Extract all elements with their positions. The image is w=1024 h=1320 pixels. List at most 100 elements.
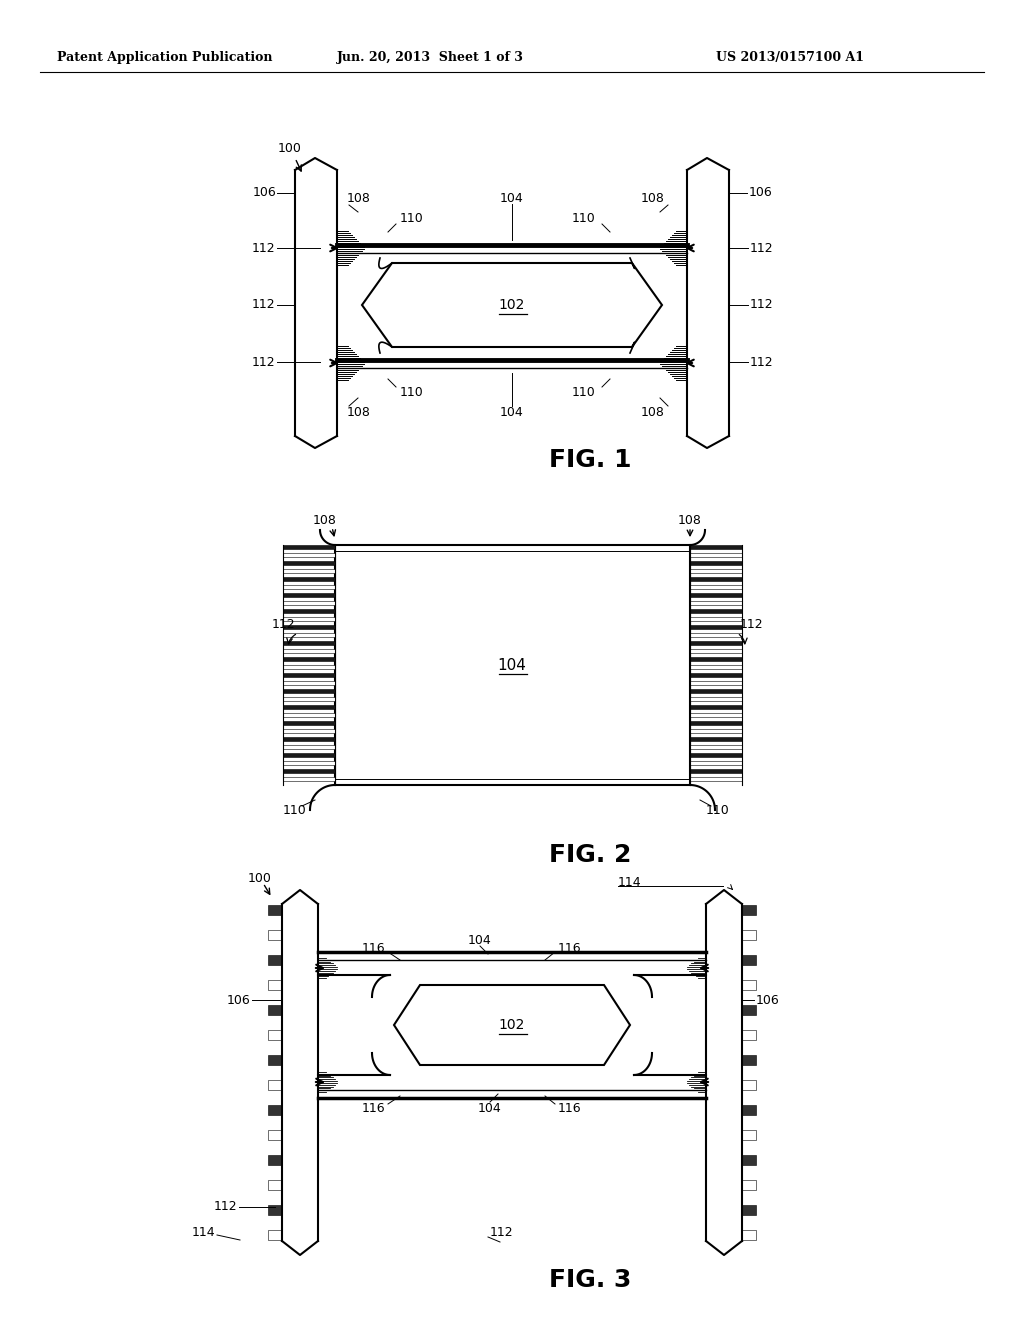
Polygon shape (283, 561, 335, 565)
Polygon shape (283, 673, 335, 677)
Polygon shape (742, 906, 756, 915)
Polygon shape (690, 777, 742, 781)
Polygon shape (283, 752, 335, 756)
Polygon shape (690, 593, 742, 597)
Text: 108: 108 (347, 407, 371, 420)
Polygon shape (268, 1030, 282, 1040)
Polygon shape (283, 577, 335, 581)
Text: 100: 100 (278, 141, 302, 154)
Polygon shape (268, 931, 282, 940)
Text: 112: 112 (251, 355, 275, 368)
Text: 114: 114 (618, 875, 642, 888)
Polygon shape (283, 545, 335, 549)
Polygon shape (268, 1155, 282, 1166)
Polygon shape (283, 601, 335, 605)
Polygon shape (690, 762, 742, 766)
Polygon shape (268, 1055, 282, 1065)
Polygon shape (283, 689, 335, 693)
Polygon shape (283, 616, 335, 620)
Polygon shape (690, 713, 742, 717)
Text: 106: 106 (749, 186, 773, 199)
Polygon shape (283, 593, 335, 597)
Text: 104: 104 (500, 191, 524, 205)
Polygon shape (742, 954, 756, 965)
Polygon shape (283, 744, 335, 748)
Polygon shape (742, 1155, 756, 1166)
Polygon shape (690, 601, 742, 605)
Polygon shape (283, 642, 335, 645)
Polygon shape (690, 697, 742, 701)
Polygon shape (742, 1030, 756, 1040)
Text: 112: 112 (271, 619, 295, 631)
Text: US 2013/0157100 A1: US 2013/0157100 A1 (716, 51, 864, 65)
Polygon shape (690, 744, 742, 748)
Polygon shape (283, 762, 335, 766)
Polygon shape (690, 553, 742, 557)
Polygon shape (742, 1180, 756, 1191)
Polygon shape (690, 545, 742, 549)
Polygon shape (690, 616, 742, 620)
Polygon shape (268, 1105, 282, 1115)
Text: 108: 108 (641, 191, 665, 205)
Polygon shape (283, 681, 335, 685)
Text: 106: 106 (252, 186, 276, 199)
Polygon shape (283, 634, 335, 638)
Text: FIG. 2: FIG. 2 (549, 843, 631, 867)
Text: 108: 108 (313, 513, 337, 527)
Text: 112: 112 (740, 619, 764, 631)
Text: 110: 110 (400, 387, 424, 400)
Text: FIG. 3: FIG. 3 (549, 1269, 631, 1292)
Polygon shape (268, 1205, 282, 1214)
Text: 104: 104 (468, 933, 492, 946)
Polygon shape (690, 729, 742, 733)
Polygon shape (690, 752, 742, 756)
Text: 116: 116 (361, 941, 385, 954)
Text: 108: 108 (641, 407, 665, 420)
Text: 116: 116 (558, 1101, 582, 1114)
Polygon shape (283, 777, 335, 781)
Polygon shape (268, 1180, 282, 1191)
Polygon shape (268, 979, 282, 990)
Polygon shape (742, 1205, 756, 1214)
Polygon shape (742, 1230, 756, 1239)
Polygon shape (742, 1130, 756, 1140)
Polygon shape (283, 624, 335, 630)
Text: 104: 104 (500, 407, 524, 420)
Polygon shape (742, 931, 756, 940)
Polygon shape (268, 1005, 282, 1015)
Polygon shape (283, 657, 335, 661)
Polygon shape (283, 665, 335, 669)
Text: 112: 112 (750, 298, 773, 312)
Polygon shape (283, 729, 335, 733)
Text: 100: 100 (248, 871, 272, 884)
Polygon shape (742, 1080, 756, 1090)
Text: 102: 102 (499, 298, 525, 312)
Text: Patent Application Publication: Patent Application Publication (57, 51, 272, 65)
Polygon shape (283, 569, 335, 573)
Polygon shape (690, 721, 742, 725)
Polygon shape (742, 979, 756, 990)
Text: 104: 104 (498, 657, 526, 672)
Text: 108: 108 (347, 191, 371, 205)
Polygon shape (283, 609, 335, 612)
Text: 112: 112 (750, 242, 773, 255)
Polygon shape (690, 561, 742, 565)
Polygon shape (283, 649, 335, 653)
Polygon shape (283, 697, 335, 701)
Polygon shape (742, 1055, 756, 1065)
Polygon shape (690, 642, 742, 645)
Text: 110: 110 (283, 804, 307, 817)
Text: 108: 108 (678, 513, 701, 527)
Text: 110: 110 (571, 387, 595, 400)
Polygon shape (268, 954, 282, 965)
Text: 112: 112 (251, 242, 275, 255)
Polygon shape (690, 585, 742, 589)
Polygon shape (268, 1130, 282, 1140)
Polygon shape (690, 689, 742, 693)
Polygon shape (690, 569, 742, 573)
Polygon shape (283, 737, 335, 741)
Text: 104: 104 (478, 1101, 502, 1114)
Polygon shape (690, 665, 742, 669)
Text: 110: 110 (400, 211, 424, 224)
Polygon shape (283, 553, 335, 557)
